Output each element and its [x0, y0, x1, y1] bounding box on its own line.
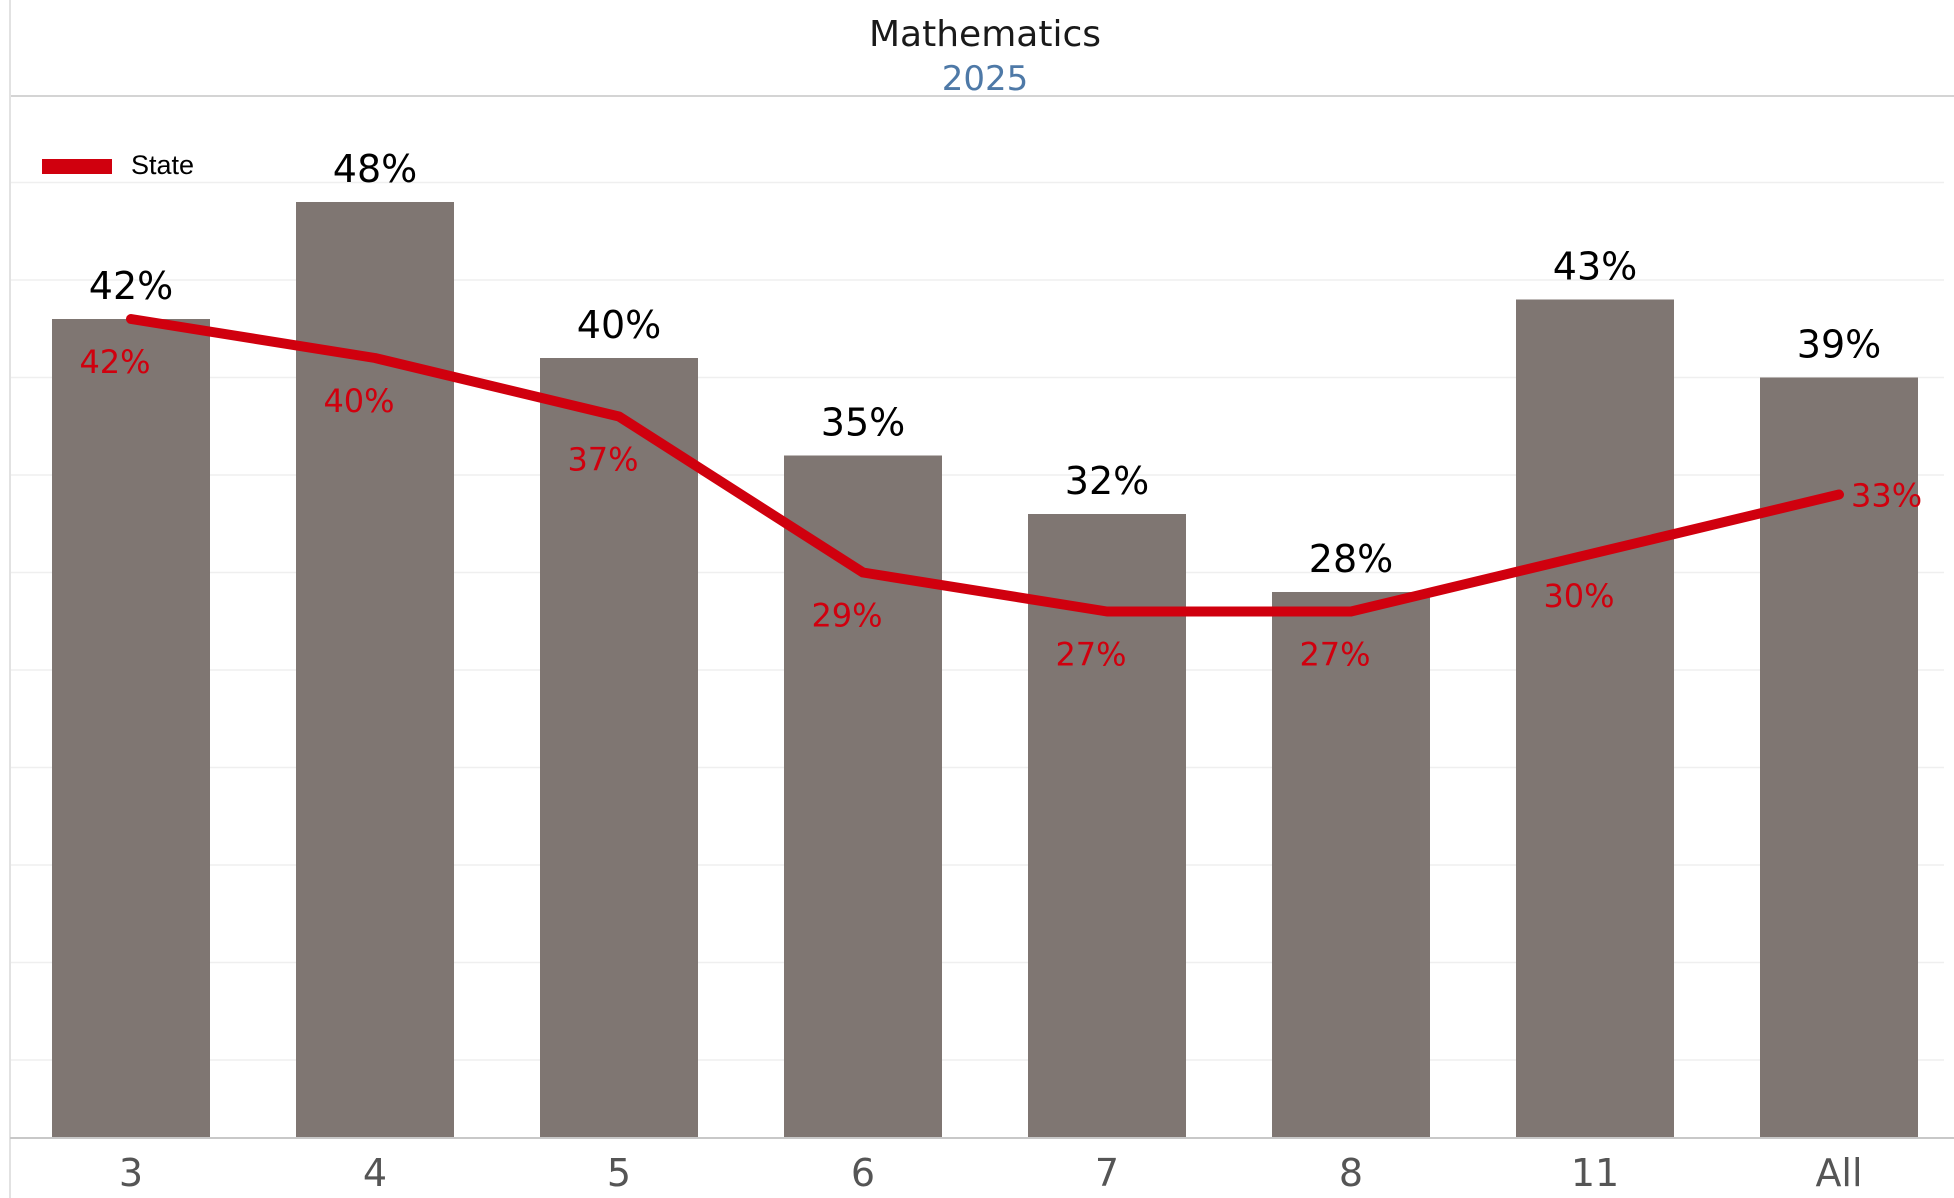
bar-value-label: 28% — [1309, 537, 1393, 581]
x-axis-ticks: 3 4 5 6 7 8 11 All — [119, 1151, 1863, 1195]
bar-grade-7 — [1028, 514, 1186, 1138]
legend-swatch-state — [42, 159, 112, 174]
bar-value-label: 42% — [89, 264, 173, 308]
bar-value-label: 43% — [1553, 245, 1637, 289]
x-tick-label: 7 — [1095, 1151, 1119, 1195]
x-tick-label: 3 — [119, 1151, 143, 1195]
data-labels: 42% 48% 40% 35% 32% 28% 43% 39% 42% 40% 37% 29% 27% 2… — [79, 147, 1922, 674]
x-tick-label: 6 — [851, 1151, 875, 1195]
bar-grade-3 — [52, 319, 210, 1138]
chart-subtitle: 2025 — [942, 59, 1029, 99]
bar-value-label: 35% — [821, 401, 905, 445]
state-line — [126, 314, 1844, 617]
bar-value-label: 48% — [333, 147, 417, 191]
state-value-label: 42% — [79, 343, 150, 381]
state-value-label: 27% — [1299, 636, 1370, 674]
state-value-label: 33% — [1851, 477, 1922, 515]
state-value-label: 29% — [811, 597, 882, 635]
bar-grade-6 — [784, 455, 942, 1138]
state-value-label: 30% — [1543, 577, 1614, 615]
x-tick-label: 4 — [363, 1151, 387, 1195]
bar-value-label: 32% — [1065, 459, 1149, 503]
x-tick-label: All — [1815, 1151, 1862, 1195]
state-value-label: 40% — [323, 382, 394, 420]
bars — [52, 202, 1918, 1138]
x-tick-label: 5 — [607, 1151, 631, 1195]
legend: State — [42, 150, 194, 180]
bar-grade-8 — [1272, 592, 1430, 1138]
state-value-label: 37% — [567, 441, 638, 479]
bar-value-label: 40% — [577, 303, 661, 347]
bar-grade-11 — [1516, 299, 1674, 1138]
bar-grade-4 — [296, 202, 454, 1138]
chart-title: Mathematics — [869, 14, 1101, 55]
bar-value-label: 39% — [1797, 323, 1881, 367]
state-line-group — [126, 314, 1844, 617]
state-value-label: 27% — [1055, 636, 1126, 674]
x-tick-label: 11 — [1571, 1151, 1619, 1195]
x-tick-label: 8 — [1339, 1151, 1363, 1195]
legend-label-state: State — [131, 150, 194, 180]
bar-grade-5 — [540, 358, 698, 1138]
